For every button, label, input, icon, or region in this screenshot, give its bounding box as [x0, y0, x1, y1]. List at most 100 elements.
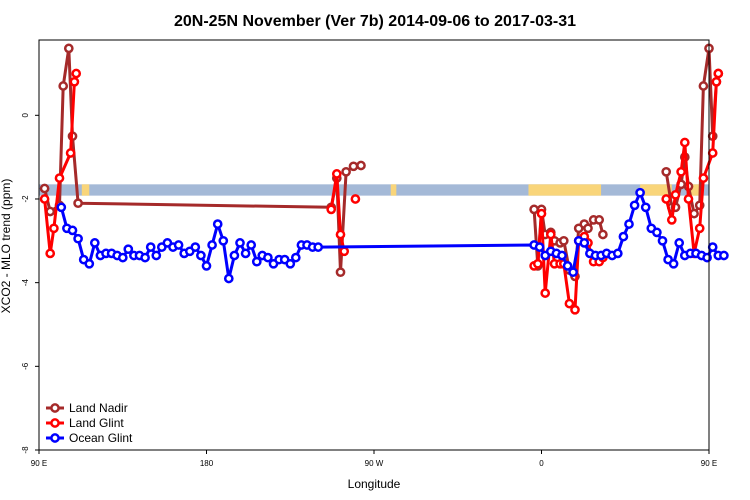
data-point: [583, 223, 593, 234]
data-point: [285, 258, 296, 269]
data-point: [63, 43, 74, 54]
data-point: [713, 68, 724, 79]
y-axis-label: XCO2 - MLO trend (ppm): [0, 179, 13, 314]
data-point: [45, 206, 56, 217]
land-segment: [690, 184, 700, 196]
data-point: [54, 173, 65, 183]
data-point: [562, 261, 573, 271]
legend-label: Land Glint: [69, 416, 124, 430]
data-point: [117, 252, 128, 263]
data-point: [536, 208, 547, 219]
data-point: [657, 235, 668, 246]
data-point: [348, 161, 359, 172]
data-point: [558, 235, 569, 246]
data-point: [84, 258, 95, 269]
legend-item: Land Glint: [46, 416, 124, 430]
data-point: [579, 238, 590, 248]
data-point: [335, 229, 346, 240]
data-point: [661, 166, 672, 177]
data-point: [246, 240, 257, 250]
legend-swatch-marker: [50, 433, 60, 443]
data-point: [196, 250, 206, 261]
data-point: [707, 148, 718, 158]
data-point: [39, 194, 50, 204]
x-axis-label: Longitude: [348, 477, 401, 491]
x-axis: 90 E 180 90 W 0 90 E: [31, 450, 717, 468]
data-point: [624, 219, 634, 229]
data-point: [218, 235, 229, 246]
land-segment: [640, 184, 672, 196]
x-tick-label: 90 E: [31, 459, 47, 468]
series-land-glint: [39, 68, 724, 315]
land-segment: [81, 184, 90, 196]
data-point: [534, 242, 545, 252]
legend-item: Ocean Glint: [46, 431, 133, 445]
data-point: [683, 194, 694, 204]
plot-frame: [38, 39, 710, 451]
data-point: [540, 288, 551, 298]
x-tick-label: 0: [539, 459, 544, 468]
data-point: [71, 68, 82, 79]
data-point: [635, 187, 645, 198]
legend-item: Land Nadir: [46, 401, 128, 415]
data-point: [190, 242, 201, 252]
data-point: [207, 240, 217, 250]
series-line: [43, 46, 348, 274]
data-point: [56, 202, 67, 213]
data-point: [670, 189, 681, 200]
data-point: [676, 166, 686, 177]
legend-swatch-marker: [50, 418, 60, 428]
data-point: [694, 223, 705, 234]
y-tick-label: 0: [21, 113, 30, 118]
data-point: [557, 250, 567, 261]
x-tick-label: 90 W: [365, 459, 384, 468]
data-point: [719, 250, 729, 261]
data-point: [173, 240, 184, 250]
data-point: [350, 194, 361, 204]
data-point: [223, 273, 234, 284]
data-point: [123, 244, 134, 255]
data-point: [145, 242, 156, 252]
series-ocean-glint: [56, 187, 729, 284]
data-point: [39, 183, 50, 194]
data-point: [212, 219, 223, 229]
y-tick-label: -8: [21, 446, 30, 454]
data-point: [545, 229, 556, 240]
data-point: [532, 258, 543, 269]
data-point: [698, 81, 709, 91]
data-point: [67, 225, 78, 236]
land-segment: [528, 184, 602, 196]
y-tick-label: -6: [21, 362, 30, 370]
ocean-band: [39, 184, 709, 196]
data-point: [529, 204, 539, 215]
data-point: [594, 215, 605, 225]
data-point: [661, 194, 672, 204]
legend-swatch-marker: [50, 403, 60, 413]
data-point: [356, 160, 366, 171]
data-point: [140, 252, 150, 263]
y-axis: -8 -6 -4 -2 0: [21, 113, 39, 454]
data-point: [331, 169, 342, 179]
data-point: [629, 200, 640, 211]
data-point: [612, 248, 623, 259]
data-point: [674, 238, 685, 248]
data-point: [235, 238, 245, 248]
data-point: [45, 248, 56, 259]
x-tick-label: 180: [200, 459, 214, 468]
series-line: [329, 172, 346, 252]
data-point: [49, 223, 59, 234]
data-point: [151, 250, 162, 261]
data-point: [339, 246, 350, 257]
data-point: [652, 227, 662, 238]
data-point: [570, 304, 580, 315]
data-point: [313, 242, 324, 252]
data-point: [568, 267, 578, 278]
data-point: [698, 173, 709, 183]
data-point: [73, 233, 83, 244]
data-point: [564, 298, 575, 309]
legend-label: Ocean Glint: [69, 431, 133, 445]
data-point: [679, 137, 690, 148]
data-point: [73, 198, 83, 209]
data-point: [640, 202, 651, 213]
